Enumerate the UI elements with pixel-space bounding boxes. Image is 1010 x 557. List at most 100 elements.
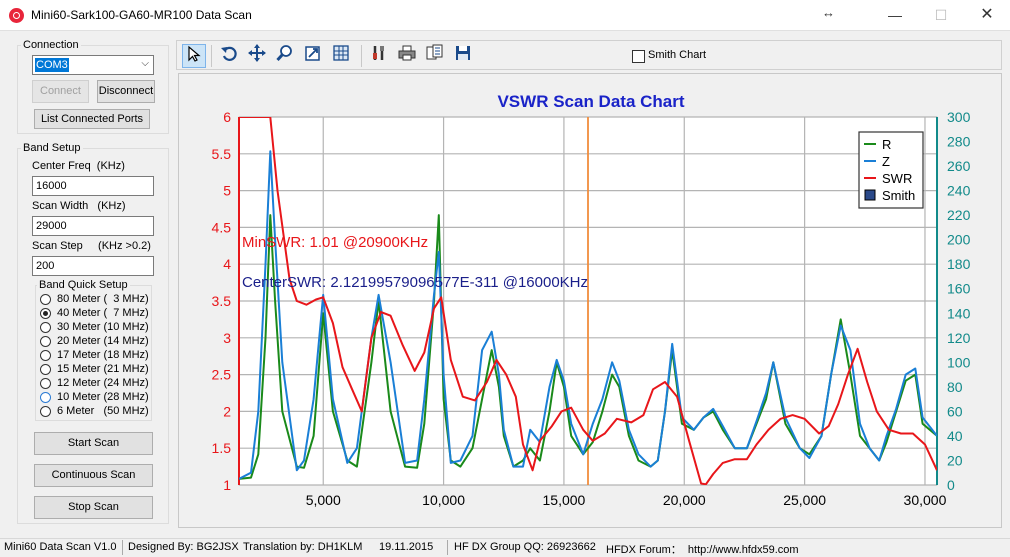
connection-legend: Connection (23, 39, 79, 51)
app-icon (9, 8, 24, 23)
center-freq-input[interactable]: 16000 (32, 176, 154, 196)
band-quick-group: Band Quick Setup (35, 279, 152, 421)
y2-tick-label: 200 (947, 232, 971, 248)
print-icon[interactable] (395, 44, 419, 68)
legend-swatch (864, 189, 876, 201)
x-tick-label: 15,000 (543, 492, 586, 508)
close-button[interactable]: ✕ (980, 6, 994, 23)
y-tick-label: 3.5 (212, 293, 232, 309)
status-group: HF DX Group QQ: 26923662 (454, 541, 596, 553)
window-title: Mini60-Sark100-GA60-MR100 Data Scan (31, 8, 252, 22)
x-tick-label: 20,000 (663, 492, 706, 508)
connection-group: Connection (17, 39, 169, 134)
y2-tick-label: 160 (947, 281, 971, 297)
stop-scan-button[interactable]: Stop Scan (34, 496, 153, 519)
band-radio[interactable] (40, 308, 51, 319)
disconnect-button[interactable]: Disconnect (97, 80, 155, 103)
band-radio[interactable] (40, 392, 51, 403)
y2-tick-label: 120 (947, 330, 971, 346)
list-ports-button[interactable]: List Connected Ports (34, 109, 150, 129)
band-radio-label: 20 Meter (14 MHz) (57, 335, 149, 347)
y2-tick-label: 80 (947, 379, 963, 395)
y2-tick-label: 240 (947, 183, 971, 199)
legend-label: SWR (882, 171, 912, 186)
status-date: 19.11.2015 (379, 541, 434, 553)
band-quick-legend: Band Quick Setup (39, 279, 128, 291)
status-forum: HFDX Forum： http://www.hfdx59.com (606, 544, 799, 556)
copy-icon[interactable] (423, 44, 447, 68)
band-setup-legend: Band Setup (23, 142, 81, 154)
scan-width-label: Scan Width (KHz) (32, 200, 126, 212)
status-bar: Mini60 Data Scan V1.0 Designed By: BG2JS… (0, 538, 1010, 556)
pointer-icon[interactable] (182, 44, 206, 68)
legend-label: R (882, 137, 891, 152)
y-tick-label: 5.5 (212, 146, 232, 162)
x-tick-label: 5,000 (306, 492, 341, 508)
scan-step-input[interactable]: 200 (32, 256, 154, 276)
legend-label: Z (882, 154, 890, 169)
band-radio[interactable] (40, 336, 51, 347)
start-scan-button[interactable]: Start Scan (34, 432, 153, 455)
x-tick-label: 30,000 (904, 492, 947, 508)
legend-label: Smith (882, 188, 915, 203)
move-icon[interactable] (245, 44, 269, 68)
center-swr-annotation: CenterSWR: 2.12199579096577E-311 @16000K… (242, 274, 588, 291)
y-tick-label: 1.5 (212, 440, 232, 456)
band-radio[interactable] (40, 350, 51, 361)
status-translator: Translation by: DH1KLM (243, 541, 363, 553)
y-tick-label: 2 (223, 403, 231, 419)
chart-toolbar (176, 40, 1002, 70)
y2-tick-label: 220 (947, 207, 971, 223)
y2-tick-label: 300 (947, 109, 971, 125)
port-select[interactable]: COM3 ⌵ (32, 55, 154, 75)
band-radio[interactable] (40, 322, 51, 333)
y2-tick-label: 20 (947, 452, 963, 468)
band-radio[interactable] (40, 364, 51, 375)
chevron-down-icon[interactable]: ⌵ (141, 58, 149, 69)
y-tick-label: 6 (223, 109, 231, 125)
status-designer: Designed By: BG2JSX (128, 541, 239, 553)
y-tick-label: 4 (223, 256, 231, 272)
chart-title: VSWR Scan Data Chart (497, 92, 684, 111)
smith-chart-label[interactable]: Smith Chart (648, 49, 707, 61)
series-line-z (239, 150, 937, 480)
y2-tick-label: 40 (947, 428, 963, 444)
series-line-swr (239, 117, 937, 485)
x-tick-label: 10,000 (422, 492, 465, 508)
y2-tick-label: 180 (947, 256, 971, 272)
center-freq-label: Center Freq (KHz) (32, 160, 125, 172)
band-radio[interactable] (40, 294, 51, 305)
y2-tick-label: 100 (947, 354, 971, 370)
y-tick-label: 1 (223, 477, 231, 493)
y2-tick-label: 260 (947, 158, 971, 174)
y2-tick-label: 140 (947, 305, 971, 321)
band-radio-label: 12 Meter (24 MHz) (57, 377, 149, 389)
band-setup-group: Band Setup (17, 142, 169, 524)
y-tick-label: 2.5 (212, 367, 232, 383)
continuous-scan-button[interactable]: Continuous Scan (34, 464, 153, 487)
min-swr-annotation: MinSWR: 1.01 @20900KHz (242, 234, 428, 251)
save-icon[interactable] (451, 44, 475, 68)
scan-width-input[interactable]: 29000 (32, 216, 154, 236)
undo-icon[interactable] (217, 44, 241, 68)
maximize-button[interactable]: ☐ (934, 7, 948, 23)
band-radio-label: 30 Meter (10 MHz) (57, 321, 149, 333)
minimize-button[interactable]: — (888, 7, 902, 23)
band-radio[interactable] (40, 406, 51, 417)
grid-icon[interactable] (329, 44, 353, 68)
toolbar-separator (211, 45, 212, 67)
zoom-icon[interactable] (273, 44, 297, 68)
smith-chart-checkbox[interactable] (632, 50, 645, 63)
connect-button[interactable]: Connect (32, 80, 89, 103)
vswr-chart[interactable]: 5,000 10,000 15,000 20,000 25,000 30,000 1 1.5 2… (179, 74, 1001, 527)
y2-tick-label: 60 (947, 403, 963, 419)
band-radio[interactable] (40, 378, 51, 389)
band-radio-label: 6 Meter (50 MHz) (57, 405, 149, 417)
y2-tick-label: 280 (947, 134, 971, 150)
status-separator (122, 540, 123, 555)
tools-icon[interactable] (367, 44, 391, 68)
band-radio-label: 10 Meter (28 MHz) (57, 391, 149, 403)
port-value: COM3 (35, 58, 69, 72)
y-tick-label: 3 (223, 330, 231, 346)
export-icon[interactable] (301, 44, 325, 68)
